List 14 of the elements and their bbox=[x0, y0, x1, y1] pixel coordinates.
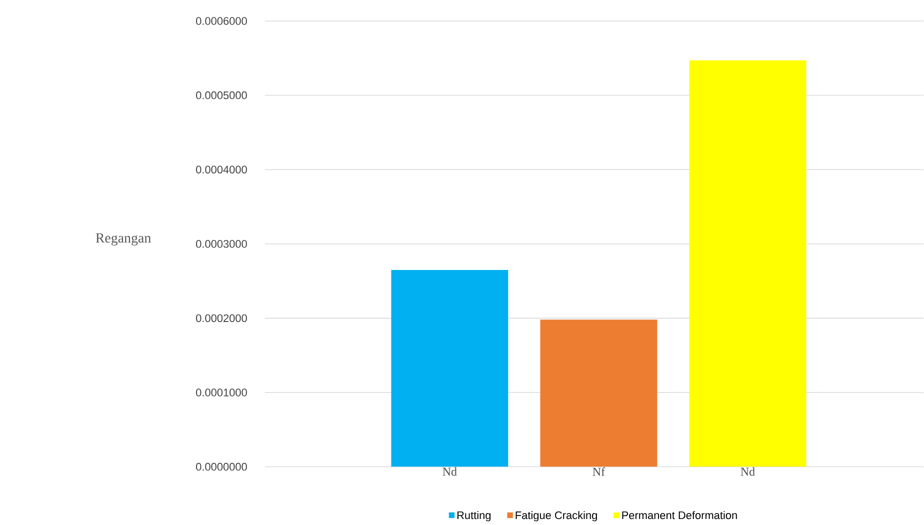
x-tick-label: Nf bbox=[592, 468, 606, 476]
x-tick-label: Nd bbox=[740, 468, 755, 476]
y-axis-title: Regangan bbox=[96, 234, 151, 246]
y-tick-label: 0.0004000 bbox=[196, 166, 247, 174]
y-tick-label: 0.0005000 bbox=[196, 92, 247, 100]
legend-label: Fatigue Cracking bbox=[516, 511, 597, 522]
y-tick-label: 0.0002000 bbox=[196, 314, 247, 322]
x-tick-label: Nd bbox=[442, 468, 457, 476]
y-tick-label: 0.0003000 bbox=[196, 240, 247, 248]
y-tick-label: 0.0001000 bbox=[196, 388, 247, 397]
legend-label: Permanent Deformation bbox=[622, 511, 737, 520]
legend-label: Rutting bbox=[457, 511, 491, 522]
y-tick-label: 0.0000000 bbox=[196, 463, 247, 471]
y-tick-label: 0.0006000 bbox=[196, 17, 247, 26]
